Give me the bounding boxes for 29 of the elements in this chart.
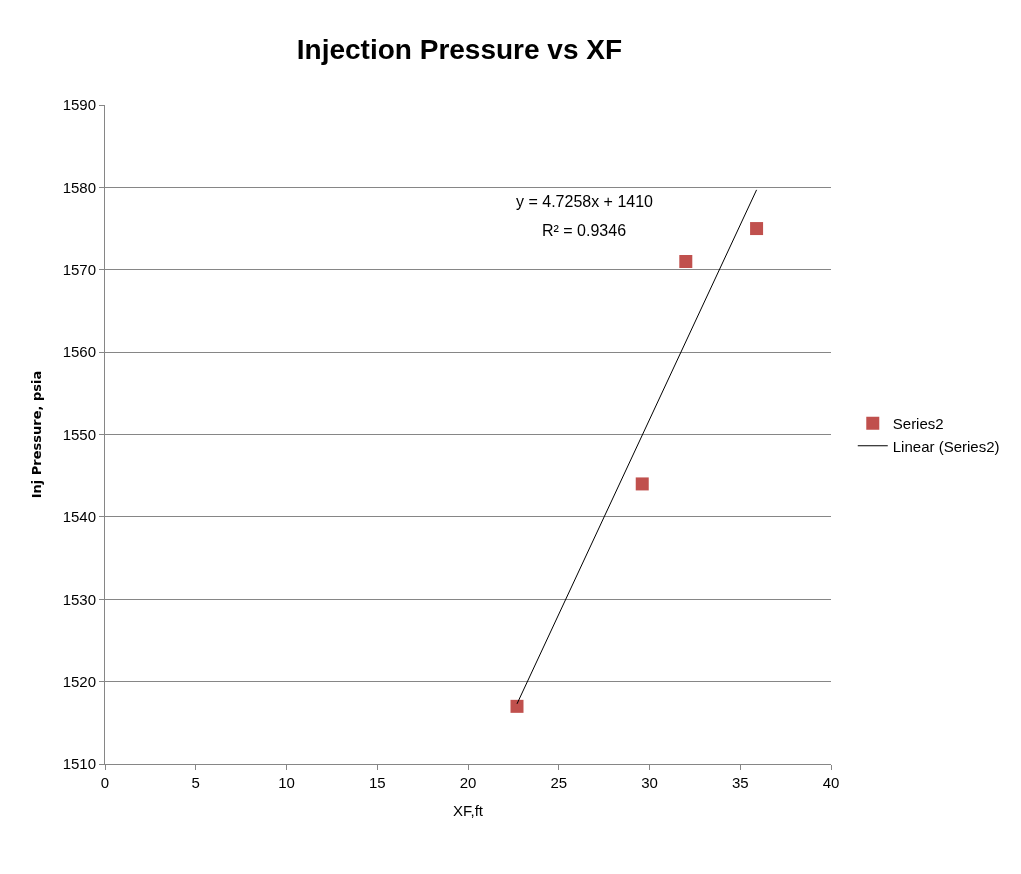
x-axis-title: XF,ft — [452, 802, 484, 819]
x-tick-label: 5 — [191, 774, 200, 791]
y-tick-label: 1550 — [62, 425, 96, 443]
legend-label: Series2 — [892, 415, 944, 433]
x-tick-label: 15 — [368, 774, 386, 791]
y-tick-label: 1590 — [62, 96, 96, 114]
point — [510, 699, 524, 713]
legend-label: Linear (Series2) — [892, 437, 1000, 455]
annotation: y = 4.7258x + 1410 — [516, 193, 654, 210]
x-tick-label: 40 — [822, 774, 840, 791]
y-tick-label: 1520 — [62, 672, 96, 690]
y-tick-label: 1510 — [62, 755, 96, 773]
x-tick-label: 20 — [459, 774, 477, 791]
x-tick-label: 25 — [550, 774, 568, 791]
y-tick-label: 1560 — [62, 343, 96, 361]
x-tick-label: 0 — [100, 774, 110, 791]
point — [679, 255, 693, 269]
x-tick-label: 35 — [731, 774, 749, 791]
point — [750, 222, 764, 236]
y-tick-label: 1540 — [62, 508, 96, 526]
y-tick-label: 1580 — [62, 178, 96, 196]
y-tick-label: 1570 — [62, 261, 96, 278]
point — [635, 477, 649, 491]
x-tick-label: 30 — [641, 774, 658, 791]
y-axis-title: Inj Pressure, psia — [28, 370, 44, 499]
annotation: R² = 0.9346 — [542, 222, 627, 239]
y-tick-label: 1530 — [62, 590, 96, 608]
x-tick-label: 10 — [278, 774, 295, 791]
chart-title: Injection Pressure vs XF — [296, 33, 623, 65]
